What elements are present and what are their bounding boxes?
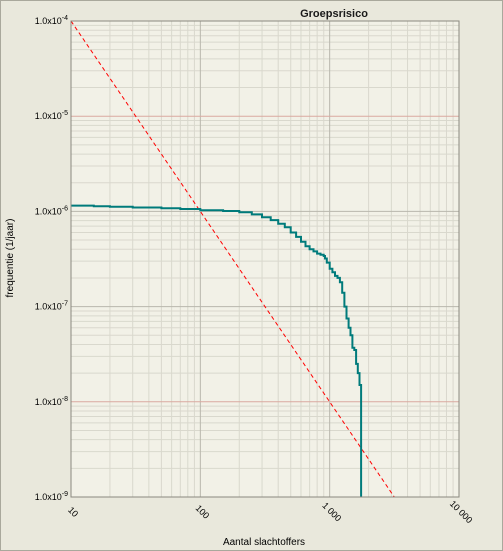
- series-layer: [70, 20, 395, 498]
- y-tick-label: 1.0x10-9: [35, 491, 68, 502]
- y-axis-label: frequentie (1/jaar): [5, 219, 16, 298]
- y-axis-ticks: 1.0x10-4 1.0x10-5 1.0x10-6 1.0x10-7 1.0x10-8…: [35, 15, 68, 502]
- series-line-groepsrisico: [71, 204, 363, 497]
- y-tick-label: 1.0x10-7: [35, 301, 68, 312]
- x-axis-ticks: 10 100 1 000 10 000: [66, 499, 474, 526]
- series-line-orientatiewaarde: [70, 20, 395, 498]
- x-axis-label: Aantal slachtoffers: [223, 537, 305, 548]
- chart-title: Groepsrisico: [300, 8, 368, 20]
- x-tick-label: 10 000: [448, 499, 475, 526]
- y-tick-label: 1.0x10-6: [35, 205, 68, 216]
- y-tick-label: 1.0x10-8: [35, 396, 68, 407]
- x-tick-label: 10: [66, 505, 80, 519]
- y-tick-label: 1.0x10-5: [35, 110, 68, 121]
- plot-area: [71, 21, 459, 497]
- x-tick-label: 1 000: [320, 500, 343, 523]
- x-tick-label: 100: [194, 503, 212, 521]
- y-tick-label: 1.0x10-4: [35, 15, 68, 26]
- plot-border: [70, 20, 460, 498]
